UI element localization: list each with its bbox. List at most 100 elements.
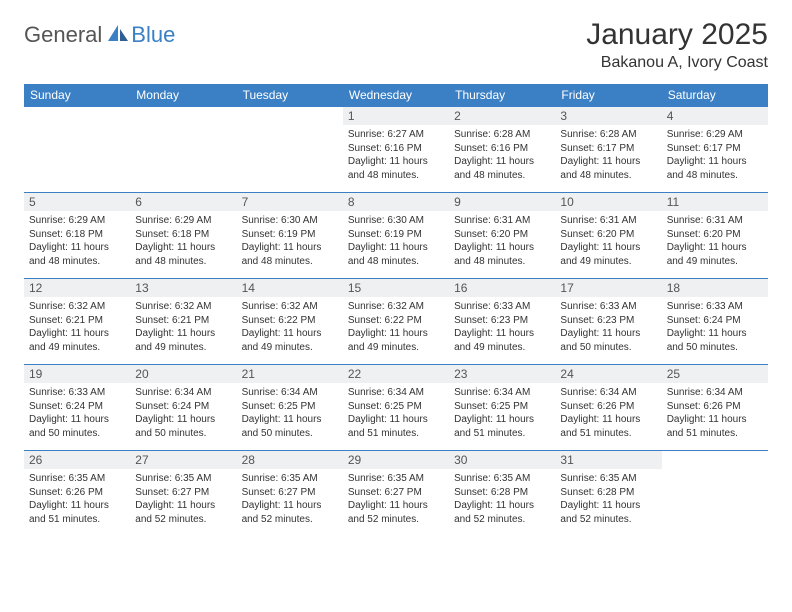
calendar-cell: 18Sunrise: 6:33 AMSunset: 6:24 PMDayligh… [662,279,768,365]
calendar-cell: 2Sunrise: 6:28 AMSunset: 6:16 PMDaylight… [449,107,555,193]
day-content: Sunrise: 6:27 AMSunset: 6:16 PMDaylight:… [343,125,449,185]
day-content: Sunrise: 6:31 AMSunset: 6:20 PMDaylight:… [555,211,661,271]
calendar-body: 1Sunrise: 6:27 AMSunset: 6:16 PMDaylight… [24,107,768,537]
day-content: Sunrise: 6:33 AMSunset: 6:24 PMDaylight:… [24,383,130,443]
day-content: Sunrise: 6:32 AMSunset: 6:21 PMDaylight:… [24,297,130,357]
calendar-cell: 31Sunrise: 6:35 AMSunset: 6:28 PMDayligh… [555,451,661,537]
sunrise-line: Sunrise: 6:32 AM [29,300,125,314]
calendar-cell: 21Sunrise: 6:34 AMSunset: 6:25 PMDayligh… [237,365,343,451]
sunrise-line: Sunrise: 6:31 AM [454,214,550,228]
day-number: 7 [237,193,343,211]
sunrise-line: Sunrise: 6:34 AM [454,386,550,400]
calendar-cell: 15Sunrise: 6:32 AMSunset: 6:22 PMDayligh… [343,279,449,365]
daylight-line: Daylight: 11 hours and 48 minutes. [29,241,125,268]
sunset-line: Sunset: 6:22 PM [348,314,444,328]
daylight-line: Daylight: 11 hours and 50 minutes. [29,413,125,440]
day-content: Sunrise: 6:34 AMSunset: 6:25 PMDaylight:… [449,383,555,443]
logo: General Blue [24,22,175,48]
sunrise-line: Sunrise: 6:28 AM [454,128,550,142]
calendar-cell: 7Sunrise: 6:30 AMSunset: 6:19 PMDaylight… [237,193,343,279]
day-header: Friday [555,84,661,107]
sunset-line: Sunset: 6:20 PM [560,228,656,242]
sunset-line: Sunset: 6:27 PM [135,486,231,500]
calendar-week: 26Sunrise: 6:35 AMSunset: 6:26 PMDayligh… [24,451,768,537]
day-number: 29 [343,451,449,469]
daylight-line: Daylight: 11 hours and 48 minutes. [135,241,231,268]
day-content: Sunrise: 6:29 AMSunset: 6:18 PMDaylight:… [24,211,130,271]
day-content: Sunrise: 6:33 AMSunset: 6:24 PMDaylight:… [662,297,768,357]
day-number: 31 [555,451,661,469]
daylight-line: Daylight: 11 hours and 50 minutes. [560,327,656,354]
location: Bakanou A, Ivory Coast [586,54,768,72]
calendar-cell: 28Sunrise: 6:35 AMSunset: 6:27 PMDayligh… [237,451,343,537]
day-number: 30 [449,451,555,469]
day-header-row: SundayMondayTuesdayWednesdayThursdayFrid… [24,84,768,107]
day-content: Sunrise: 6:34 AMSunset: 6:25 PMDaylight:… [237,383,343,443]
calendar-week: 12Sunrise: 6:32 AMSunset: 6:21 PMDayligh… [24,279,768,365]
daylight-line: Daylight: 11 hours and 52 minutes. [242,499,338,526]
sunset-line: Sunset: 6:27 PM [348,486,444,500]
daylight-line: Daylight: 11 hours and 50 minutes. [242,413,338,440]
calendar-week: 5Sunrise: 6:29 AMSunset: 6:18 PMDaylight… [24,193,768,279]
calendar-week: 19Sunrise: 6:33 AMSunset: 6:24 PMDayligh… [24,365,768,451]
sunrise-line: Sunrise: 6:27 AM [348,128,444,142]
day-content: Sunrise: 6:34 AMSunset: 6:26 PMDaylight:… [555,383,661,443]
title-block: January 2025 Bakanou A, Ivory Coast [586,18,768,72]
sunrise-line: Sunrise: 6:32 AM [242,300,338,314]
day-number: 14 [237,279,343,297]
daylight-line: Daylight: 11 hours and 48 minutes. [242,241,338,268]
sunset-line: Sunset: 6:24 PM [135,400,231,414]
sunset-line: Sunset: 6:21 PM [29,314,125,328]
logo-sail-icon [107,24,129,47]
calendar-cell: 8Sunrise: 6:30 AMSunset: 6:19 PMDaylight… [343,193,449,279]
day-content: Sunrise: 6:28 AMSunset: 6:17 PMDaylight:… [555,125,661,185]
sunset-line: Sunset: 6:21 PM [135,314,231,328]
sunset-line: Sunset: 6:17 PM [560,142,656,156]
day-number: 28 [237,451,343,469]
sunrise-line: Sunrise: 6:29 AM [135,214,231,228]
calendar-cell: 11Sunrise: 6:31 AMSunset: 6:20 PMDayligh… [662,193,768,279]
calendar-cell: 24Sunrise: 6:34 AMSunset: 6:26 PMDayligh… [555,365,661,451]
day-number: 5 [24,193,130,211]
day-number: 23 [449,365,555,383]
sunrise-line: Sunrise: 6:35 AM [560,472,656,486]
daylight-line: Daylight: 11 hours and 51 minutes. [348,413,444,440]
calendar-cell: 6Sunrise: 6:29 AMSunset: 6:18 PMDaylight… [130,193,236,279]
sunset-line: Sunset: 6:26 PM [560,400,656,414]
daylight-line: Daylight: 11 hours and 48 minutes. [667,155,763,182]
calendar-cell: 3Sunrise: 6:28 AMSunset: 6:17 PMDaylight… [555,107,661,193]
day-content: Sunrise: 6:35 AMSunset: 6:28 PMDaylight:… [555,469,661,529]
day-content: Sunrise: 6:34 AMSunset: 6:26 PMDaylight:… [662,383,768,443]
sunrise-line: Sunrise: 6:33 AM [29,386,125,400]
logo-text-general: General [24,22,102,48]
calendar-cell: 22Sunrise: 6:34 AMSunset: 6:25 PMDayligh… [343,365,449,451]
daylight-line: Daylight: 11 hours and 48 minutes. [348,241,444,268]
day-content: Sunrise: 6:32 AMSunset: 6:22 PMDaylight:… [237,297,343,357]
day-content: Sunrise: 6:32 AMSunset: 6:22 PMDaylight:… [343,297,449,357]
sunset-line: Sunset: 6:28 PM [560,486,656,500]
daylight-line: Daylight: 11 hours and 49 minutes. [242,327,338,354]
daylight-line: Daylight: 11 hours and 49 minutes. [454,327,550,354]
calendar-cell [24,107,130,193]
sunset-line: Sunset: 6:25 PM [242,400,338,414]
calendar-cell: 29Sunrise: 6:35 AMSunset: 6:27 PMDayligh… [343,451,449,537]
daylight-line: Daylight: 11 hours and 51 minutes. [667,413,763,440]
day-number: 1 [343,107,449,125]
sunrise-line: Sunrise: 6:34 AM [560,386,656,400]
daylight-line: Daylight: 11 hours and 49 minutes. [135,327,231,354]
daylight-line: Daylight: 11 hours and 50 minutes. [667,327,763,354]
daylight-line: Daylight: 11 hours and 52 minutes. [560,499,656,526]
calendar-cell: 20Sunrise: 6:34 AMSunset: 6:24 PMDayligh… [130,365,236,451]
day-content: Sunrise: 6:34 AMSunset: 6:25 PMDaylight:… [343,383,449,443]
sunset-line: Sunset: 6:19 PM [242,228,338,242]
daylight-line: Daylight: 11 hours and 49 minutes. [667,241,763,268]
sunset-line: Sunset: 6:16 PM [348,142,444,156]
daylight-line: Daylight: 11 hours and 51 minutes. [454,413,550,440]
day-number: 16 [449,279,555,297]
day-number: 13 [130,279,236,297]
day-number: 20 [130,365,236,383]
calendar-cell: 19Sunrise: 6:33 AMSunset: 6:24 PMDayligh… [24,365,130,451]
calendar-cell: 10Sunrise: 6:31 AMSunset: 6:20 PMDayligh… [555,193,661,279]
day-number: 12 [24,279,130,297]
daylight-line: Daylight: 11 hours and 49 minutes. [560,241,656,268]
